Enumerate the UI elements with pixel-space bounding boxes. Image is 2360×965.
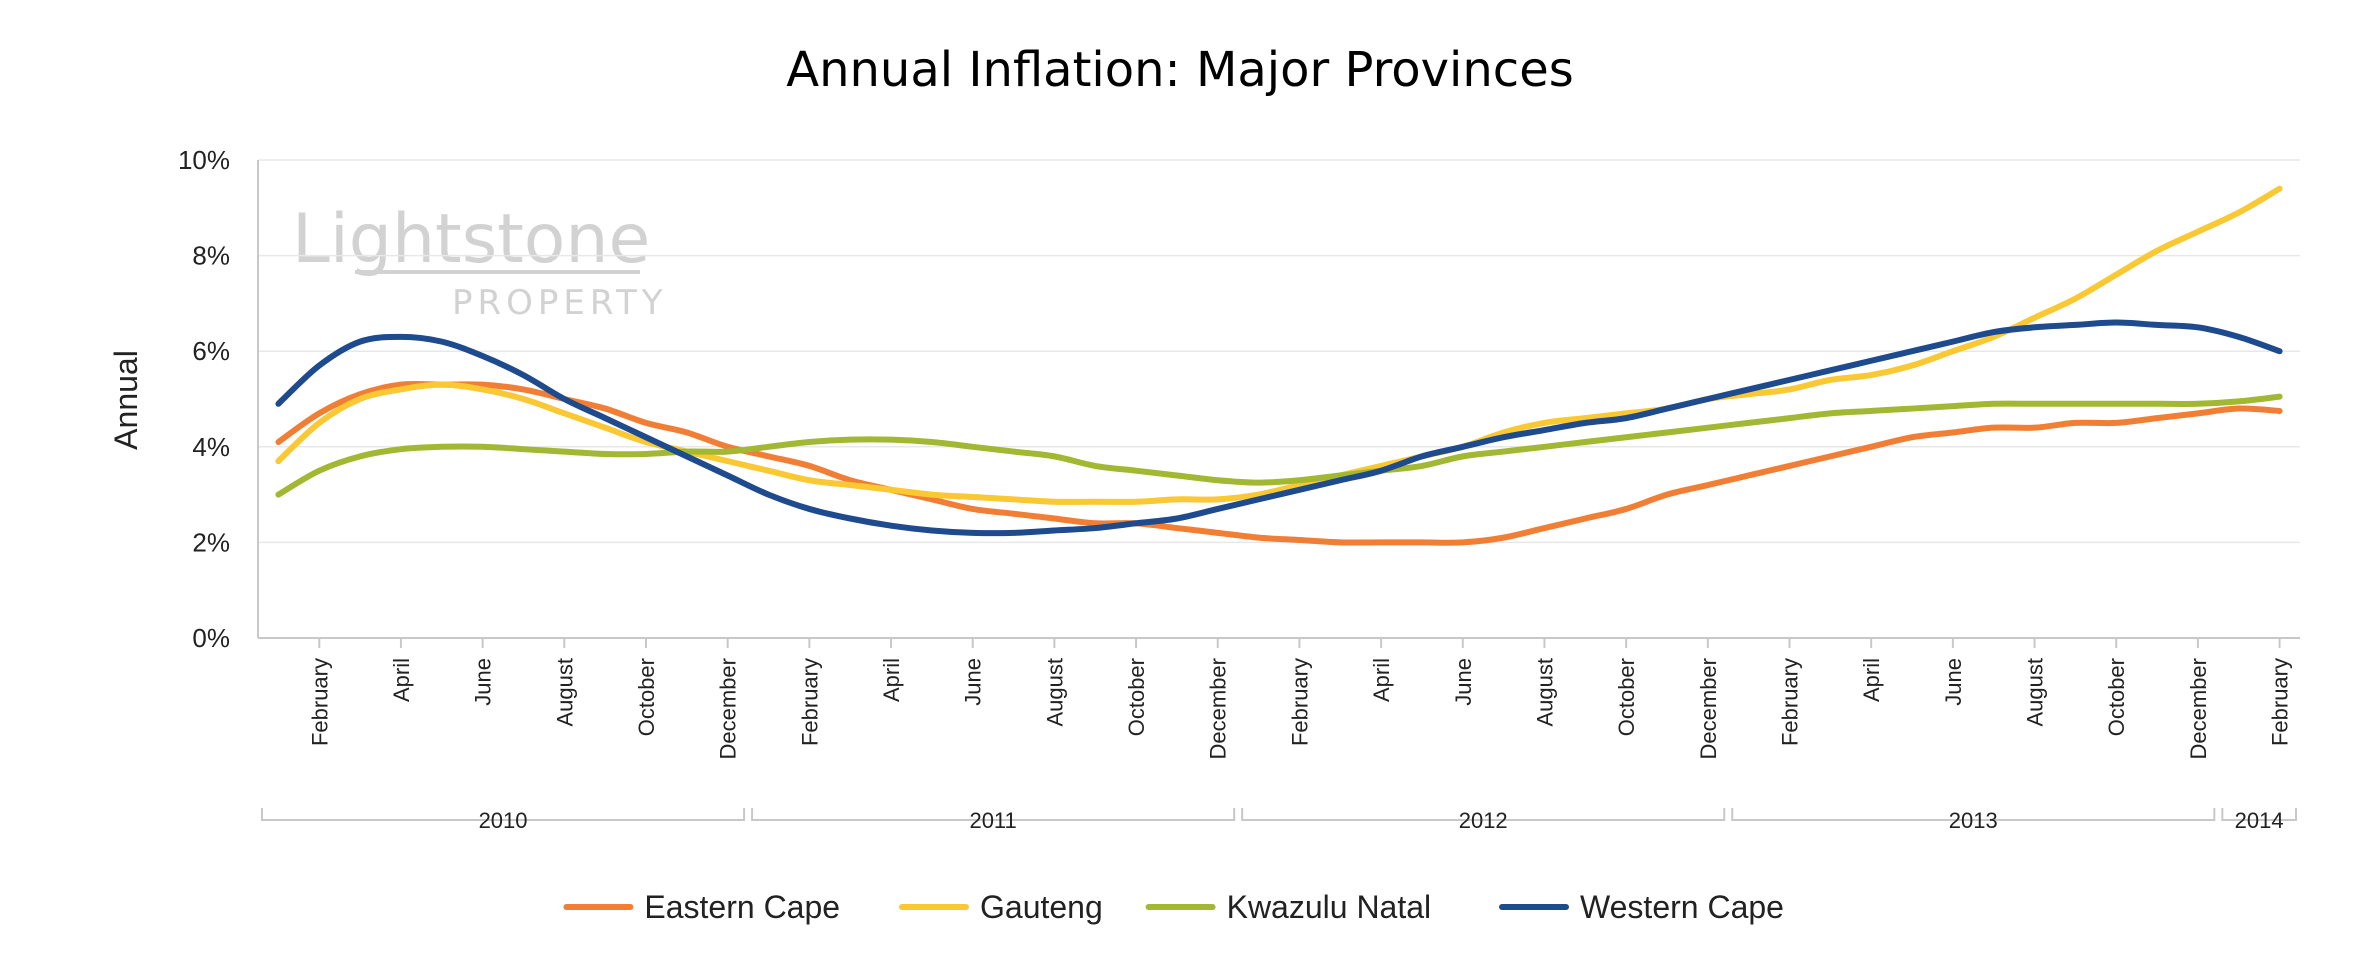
- x-tick-label: December: [716, 658, 741, 759]
- y-tick-labels: 0% 2% 4% 6% 8% 10%: [178, 145, 230, 653]
- y-axis-label: Annual: [108, 350, 144, 450]
- series-lines: [275, 185, 2283, 546]
- watermark-sub: PROPERTY: [452, 283, 668, 323]
- year-bracket: [261, 808, 746, 821]
- x-tick-label: February: [2268, 658, 2293, 746]
- year-bracket: [2221, 808, 2297, 821]
- axes: [257, 160, 2300, 648]
- x-tick-label: October: [634, 658, 659, 736]
- y-tick-label: 0%: [192, 623, 230, 653]
- watermark-brand: Lightstone: [292, 200, 650, 279]
- series-line-western-cape: [275, 319, 2283, 537]
- legend-label-gauteng: Gauteng: [980, 889, 1103, 925]
- x-tick-label: June: [1451, 658, 1476, 706]
- y-tick-label: 4%: [192, 432, 230, 462]
- x-tick-label: June: [961, 658, 986, 706]
- year-label: 2013: [1949, 808, 1998, 833]
- legend-label-eastern-cape: Eastern Cape: [644, 889, 840, 925]
- year-bracket: [1241, 808, 1726, 821]
- gridlines: [258, 159, 2300, 544]
- series-line-kwazulu-natal: [275, 393, 2283, 498]
- x-tick-label: February: [797, 658, 822, 746]
- x-tick-label: August: [1042, 658, 1067, 727]
- year-bracket: [1731, 808, 2216, 821]
- x-tick-label: December: [2186, 658, 2211, 759]
- y-tick-label: 10%: [178, 145, 230, 175]
- x-tick-label: February: [1287, 658, 1312, 746]
- year-label: 2011: [969, 808, 1016, 833]
- x-tick-label: December: [1206, 658, 1231, 759]
- x-tick-label: June: [1941, 658, 1966, 706]
- x-tick-label: August: [1532, 658, 1557, 727]
- x-tick-label: April: [1859, 658, 1884, 702]
- lightstone-watermark: Lightstone PROPERTY: [292, 200, 668, 323]
- chart-title: Annual Inflation: Major Provinces: [786, 42, 1573, 98]
- x-tick-label: October: [1614, 658, 1639, 736]
- x-tick-label: October: [1124, 658, 1149, 736]
- legend-label-kwazulu-natal: Kwazulu Natal: [1227, 889, 1432, 925]
- year-bracket: [751, 808, 1236, 821]
- year-groups: 2010 2011 2012 2013 2014: [261, 808, 2297, 833]
- y-tick-label: 6%: [192, 336, 230, 366]
- x-tick-label: April: [879, 658, 904, 702]
- watermark-rule: [355, 270, 640, 274]
- y-tick-label: 8%: [192, 241, 230, 271]
- x-tick-labels: February April June August October December Fe…: [307, 658, 2292, 759]
- year-label: 2012: [1459, 808, 1508, 833]
- x-tick-label: August: [552, 658, 577, 727]
- y-tick-label: 2%: [192, 527, 230, 557]
- x-tick-label: April: [1369, 658, 1394, 702]
- year-label: 2010: [479, 808, 528, 833]
- x-tick-label: October: [2104, 658, 2129, 736]
- x-tick-label: June: [471, 658, 496, 706]
- x-tick-label: February: [307, 658, 332, 746]
- series-line-gauteng: [275, 185, 2283, 505]
- legend-label-western-cape: Western Cape: [1580, 889, 1784, 925]
- x-tick-label: February: [1778, 658, 1803, 746]
- x-tick-label: December: [1696, 658, 1721, 759]
- legend: Eastern Cape Gauteng Kwazulu Natal Western …: [563, 889, 1784, 925]
- series-line-eastern-cape: [275, 380, 2283, 546]
- x-tick-label: April: [389, 658, 414, 702]
- x-tick-label: August: [2023, 658, 2048, 727]
- year-label: 2014: [2235, 808, 2284, 833]
